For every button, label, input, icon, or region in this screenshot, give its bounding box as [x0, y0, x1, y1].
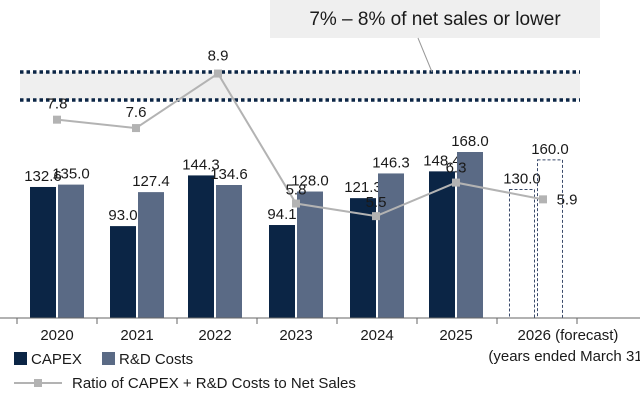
bar-label-rnd-1: 127.4 [132, 173, 170, 190]
bar-rnd-6 [537, 159, 563, 319]
bar-rnd-3 [297, 191, 323, 318]
bar-capex-0 [30, 186, 56, 318]
ratio-point-6 [539, 195, 547, 204]
target-band-label: 7% – 8% of net sales or lower [309, 9, 561, 30]
legend-ratio-marker [34, 379, 42, 387]
x-tick-label-2: 2022 [198, 327, 231, 344]
bar-label-capex-1: 93.0 [108, 207, 137, 224]
bar-rnd-5 [457, 152, 483, 318]
bar-rnd-4 [378, 173, 404, 318]
target-callout-box [270, 0, 600, 38]
bar-rnd-0 [58, 184, 84, 318]
legend-rnd-label: R&D Costs [119, 351, 193, 368]
x-tick-label-4: 2024 [360, 327, 393, 344]
bar-label-capex-2: 144.3 [182, 156, 220, 173]
bar-rnd-1 [138, 192, 164, 318]
ratio-label-5: 6.3 [446, 160, 467, 177]
x-tick-label-3: 2023 [279, 327, 312, 344]
bar-capex-1 [110, 226, 136, 318]
legend-capex-label: CAPEX [31, 351, 82, 368]
x-tick-label-1: 2021 [120, 327, 153, 344]
ratio-label-0: 7.8 [47, 96, 68, 113]
legend-rnd-swatch [102, 352, 115, 365]
ratio-point-0 [53, 115, 61, 124]
bar-label-capex-4: 121.3 [344, 179, 382, 196]
legend-capex-swatch [14, 352, 27, 365]
ratio-label-6: 5.9 [557, 191, 578, 208]
bar-label-rnd-5: 168.0 [451, 133, 489, 150]
bar-label-capex-3: 94.1 [267, 206, 296, 223]
x-tick-label-6: 2026 (forecast) [518, 327, 619, 344]
bar-capex-6 [509, 189, 535, 319]
bar-capex-4 [350, 198, 376, 318]
bar-label-rnd-2: 134.6 [210, 166, 248, 183]
bar-label-capex-5: 148.4 [423, 152, 461, 169]
ratio-label-4: 5.5 [366, 194, 387, 211]
ratio-label-2: 8.9 [208, 48, 229, 65]
ratio-point-3 [292, 199, 300, 208]
bar-label-rnd-6: 160.0 [531, 141, 569, 158]
target-callout-pointer [417, 37, 433, 73]
bar-label-capex-6: 130.0 [503, 171, 541, 188]
bar-label-capex-0: 132.6 [24, 168, 62, 185]
x-tick-label-5: 2025 [439, 327, 472, 344]
x-tick-label-0: 2020 [40, 327, 73, 344]
ratio-point-4 [372, 212, 380, 221]
ratio-point-1 [132, 124, 140, 133]
bar-label-rnd-0: 135.0 [52, 166, 90, 183]
x-axis-note: (years ended March 31) [488, 348, 640, 365]
target-band-fill [20, 72, 580, 100]
ratio-point-2 [214, 69, 222, 78]
legend-ratio-label: Ratio of CAPEX + R&D Costs to Net Sales [72, 375, 356, 392]
bar-label-rnd-3: 128.0 [291, 173, 329, 190]
ratio-label-3: 5.8 [286, 182, 307, 199]
bar-capex-2 [188, 175, 214, 318]
bar-label-rnd-4: 146.3 [372, 154, 410, 171]
ratio-point-5 [452, 178, 460, 187]
bar-capex-3 [269, 225, 295, 318]
bar-rnd-2 [216, 185, 242, 318]
ratio-label-1: 7.6 [126, 104, 147, 121]
bar-capex-5 [429, 171, 455, 318]
